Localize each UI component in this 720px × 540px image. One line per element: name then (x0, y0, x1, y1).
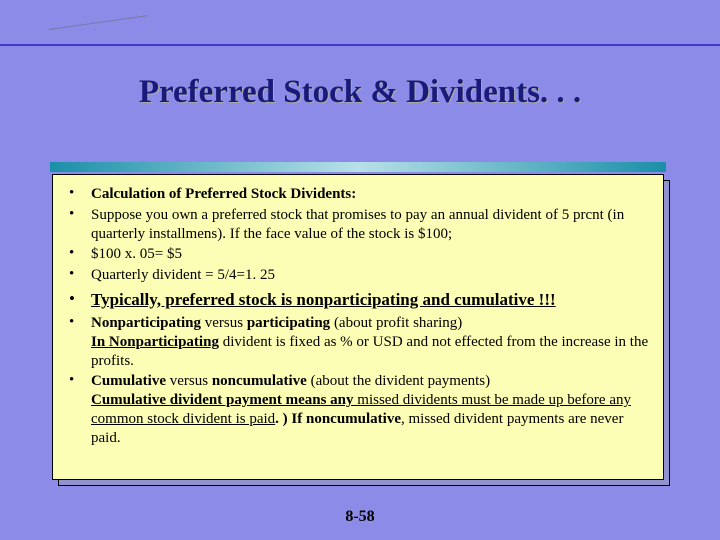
bullet-text: $100 x. 05= $5 (91, 245, 649, 264)
content-box: • Calculation of Preferred Stock Dividen… (52, 174, 664, 480)
bullet-text: Nonparticipating versus participating (a… (91, 314, 649, 370)
bullet-icon: • (63, 289, 91, 310)
list-item: • Calculation of Preferred Stock Dividen… (63, 185, 649, 204)
bullet-text: Suppose you own a preferred stock that p… (91, 206, 649, 244)
list-item: • Cumulative versus noncumulative (about… (63, 372, 649, 447)
text: versus (201, 315, 247, 331)
slide-title: Preferred Stock & Dividents. . . (139, 74, 581, 111)
list-item: • Suppose you own a preferred stock that… (63, 206, 649, 244)
title-container: Preferred Stock & Dividents. . . (50, 52, 670, 132)
list-item: • $100 x. 05= $5 (63, 245, 649, 264)
bullet-text: Typically, preferred stock is nonpartici… (91, 289, 649, 310)
bullet-icon: • (63, 206, 91, 244)
term: noncumulative (212, 373, 307, 389)
gradient-bar (50, 162, 666, 172)
slide: Preferred Stock & Dividents. . . • Calcu… (0, 0, 720, 540)
text: . ) If noncumulative (275, 411, 401, 427)
list-item: • Nonparticipating versus participating … (63, 314, 649, 370)
page-number: 8-58 (0, 508, 720, 526)
bullet-icon: • (63, 314, 91, 370)
bullet-text: Cumulative versus noncumulative (about t… (91, 372, 649, 447)
bullet-icon: • (63, 266, 91, 285)
bullet-list: • Calculation of Preferred Stock Dividen… (63, 185, 649, 447)
list-item: • Quarterly divident = 5/4=1. 25 (63, 266, 649, 285)
term: Cumulative (91, 373, 166, 389)
bullet-icon: • (63, 185, 91, 204)
top-rule (0, 44, 720, 46)
term: In Nonparticipating (91, 334, 219, 350)
bullet-text: Quarterly divident = 5/4=1. 25 (91, 266, 649, 285)
bullet-text: Calculation of Preferred Stock Dividents… (91, 185, 649, 204)
term: Nonparticipating (91, 315, 201, 331)
bullet-icon: • (63, 245, 91, 264)
term: participating (247, 315, 330, 331)
term: Cumulative divident payment means any (91, 392, 354, 408)
bullet-icon: • (63, 372, 91, 447)
text: (about profit sharing) (330, 315, 462, 331)
list-item-emphasis: • Typically, preferred stock is nonparti… (63, 289, 649, 310)
text: (about the divident payments) (307, 373, 490, 389)
text: versus (166, 373, 212, 389)
